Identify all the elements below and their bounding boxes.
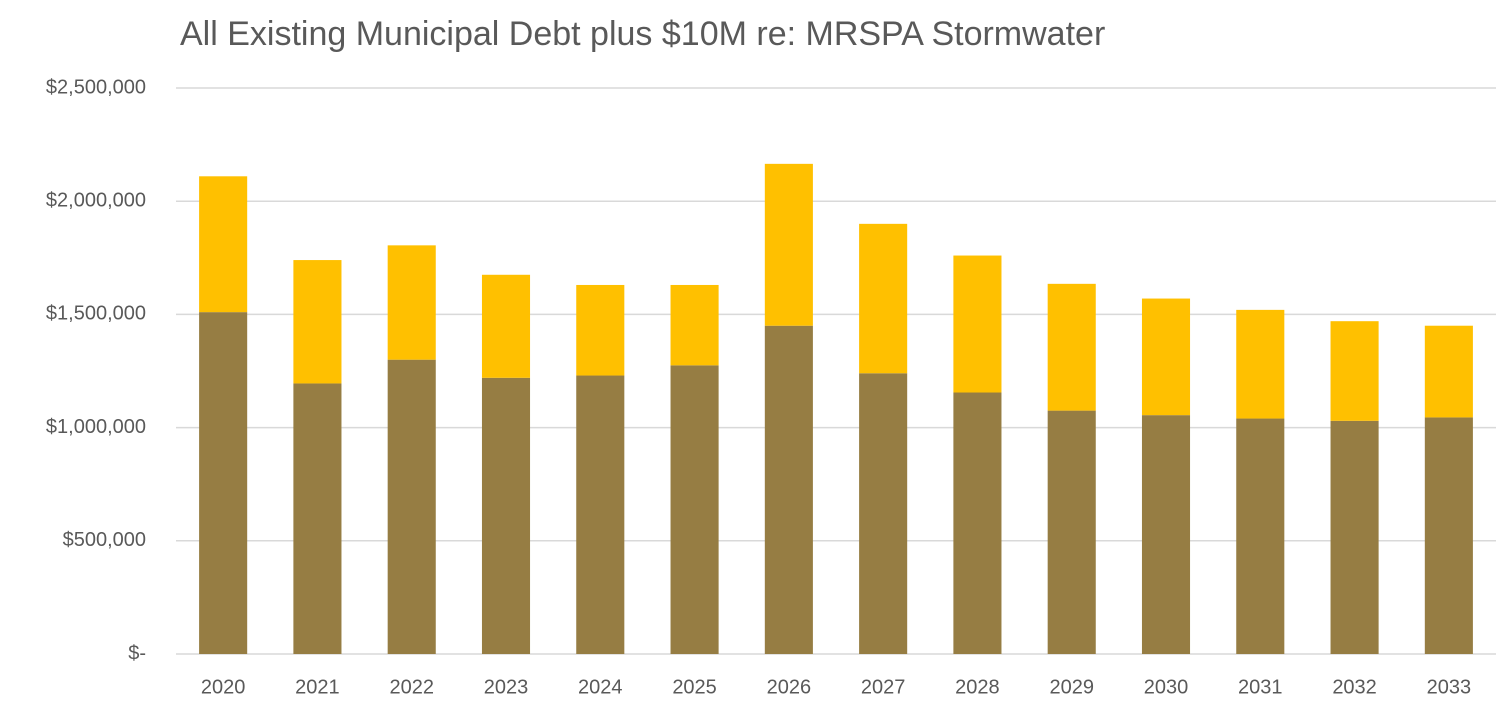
bar-segment xyxy=(1424,417,1473,654)
bar-segment xyxy=(387,359,436,654)
bar-segment xyxy=(293,383,342,654)
bar-segment xyxy=(293,260,342,384)
bar-segment xyxy=(859,223,908,374)
x-tick-label: 2024 xyxy=(578,676,623,698)
bar-segment xyxy=(481,274,531,378)
x-tick-label: 2022 xyxy=(389,676,434,698)
bar-segment xyxy=(953,255,1002,393)
bar-segment xyxy=(576,375,625,654)
bar-segment xyxy=(670,284,719,366)
x-tick-label: 2029 xyxy=(1049,676,1094,698)
bar-segment xyxy=(1330,321,1379,421)
y-tick-label: $- xyxy=(128,642,146,664)
x-tick-label: 2027 xyxy=(861,676,906,698)
bar-segment xyxy=(670,365,719,654)
x-tick-label: 2023 xyxy=(484,676,529,698)
x-tick-label: 2031 xyxy=(1238,676,1283,698)
bar-segment xyxy=(953,392,1002,654)
x-tick-label: 2030 xyxy=(1144,676,1189,698)
x-tick-label: 2025 xyxy=(672,676,717,698)
bar-segment xyxy=(1047,283,1096,411)
x-tick-label: 2033 xyxy=(1427,676,1472,698)
y-tick-label: $2,500,000 xyxy=(46,76,146,98)
x-tick-label: 2021 xyxy=(295,676,340,698)
bar-segment xyxy=(1141,298,1191,416)
bar-segment xyxy=(1141,415,1191,654)
bar-segment xyxy=(1047,410,1096,654)
y-tick-label: $2,000,000 xyxy=(46,189,146,211)
y-tick-label: $1,000,000 xyxy=(46,416,146,438)
x-tick-label: 2020 xyxy=(201,676,246,698)
bar-segment xyxy=(387,245,436,360)
bar-segment xyxy=(1330,420,1379,654)
bar-segment xyxy=(199,176,248,313)
x-tick-label: 2028 xyxy=(955,676,1000,698)
y-tick-label: $500,000 xyxy=(63,529,146,551)
bar-segment xyxy=(1236,309,1285,419)
bar-segment xyxy=(481,377,531,654)
bar-segment xyxy=(859,373,908,654)
y-tick-label: $1,500,000 xyxy=(46,303,146,325)
x-tick-label: 2032 xyxy=(1332,676,1377,698)
bar-segment xyxy=(1236,418,1285,654)
bar-segment xyxy=(576,284,625,376)
chart-title: All Existing Municipal Debt plus $10M re… xyxy=(180,15,1105,53)
bar-segment xyxy=(764,325,813,654)
bar-segment xyxy=(764,163,813,326)
x-tick-label: 2026 xyxy=(767,676,812,698)
bar-segment xyxy=(1424,325,1473,418)
bar-segment xyxy=(199,312,248,654)
